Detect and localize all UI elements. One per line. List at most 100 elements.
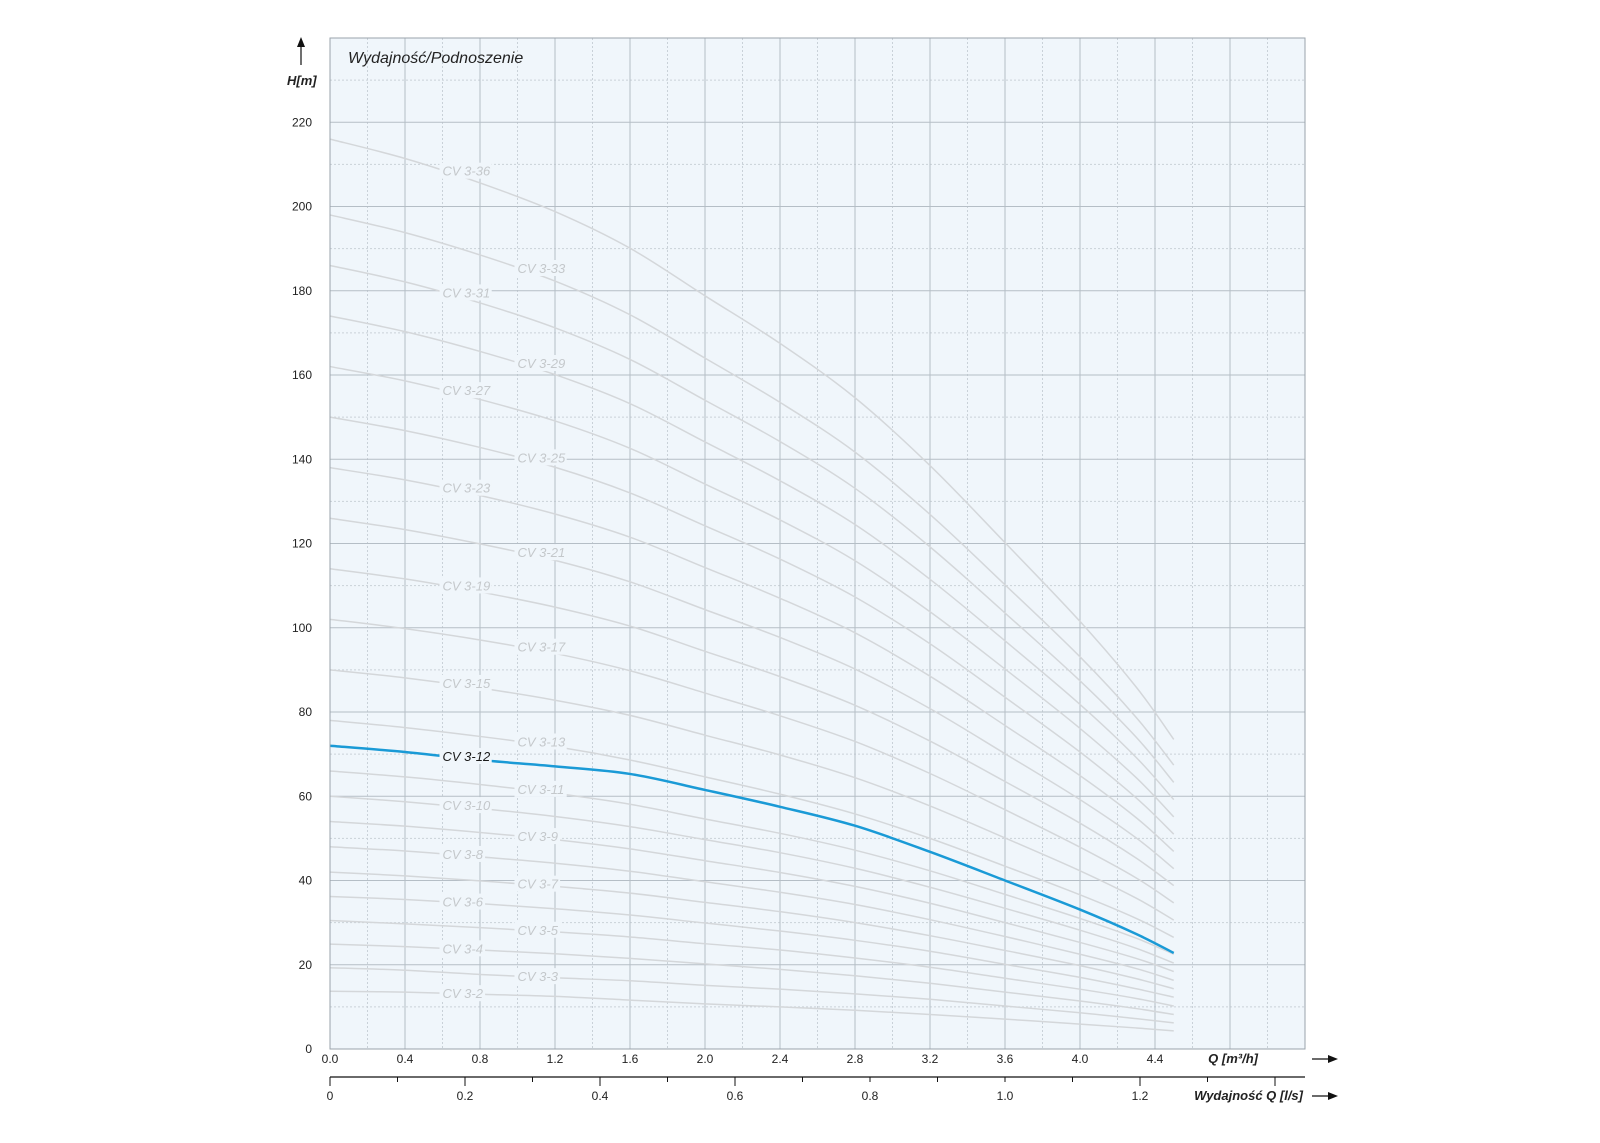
- curve-cv-3-3: [329, 966, 1174, 1024]
- curve-label-background: [439, 940, 486, 957]
- curve-label: CV 3-25: [518, 450, 566, 465]
- curve-label: CV 3-3: [518, 969, 559, 984]
- curve-cv-3-7: [329, 871, 1174, 990]
- y-tick-label: 100: [292, 621, 312, 635]
- curve-label: CV 3-36: [443, 164, 491, 179]
- curve-label-background: [439, 162, 492, 179]
- x-axis-label: Q [m³/h]: [1208, 1051, 1258, 1066]
- curve-label-background: [439, 674, 492, 691]
- y-tick-label: 20: [299, 958, 313, 972]
- x-tick-label: 3.6: [997, 1052, 1014, 1066]
- secondary-x-tick-label: 0.8: [862, 1089, 879, 1103]
- x-tick-label: 2.8: [847, 1052, 864, 1066]
- curve-label-background: [439, 577, 492, 594]
- y-axis: 0 20 40 60 80 100 120 140 160 180 200 220: [292, 115, 312, 1056]
- curve-label: CV 3-17: [518, 640, 566, 655]
- curve-label: CV 3-8: [443, 847, 484, 862]
- x-tick-label: 1.6: [622, 1052, 639, 1066]
- curve-cv-3-36: [329, 138, 1175, 740]
- secondary-x-axis-arrow-icon: [1312, 1092, 1338, 1100]
- secondary-x-tick-label: 1.2: [1132, 1089, 1149, 1103]
- curve-cv-3-9: [329, 820, 1174, 973]
- chart-title: Wydajność/Podnoszenie: [348, 50, 523, 67]
- x-tick-label: 2.4: [772, 1052, 789, 1066]
- x-tick-label: 1.2: [547, 1052, 564, 1066]
- curve-label: CV 3-19: [443, 578, 491, 593]
- curve-label-background: [514, 544, 567, 561]
- curve-cv-3-33: [329, 214, 1175, 766]
- y-tick-label: 200: [292, 200, 312, 214]
- curve-label-background: [439, 893, 486, 910]
- curve-label: CV 3-9: [518, 829, 558, 844]
- curve-label: CV 3-11: [518, 782, 565, 797]
- curve-label: CV 3-27: [443, 383, 491, 398]
- y-tick-label: 140: [292, 452, 312, 466]
- curve-label: CV 3-31: [443, 285, 491, 300]
- y-tick-label: 160: [292, 368, 312, 382]
- x-tick-label: 0.8: [472, 1052, 489, 1066]
- x-tick-label: 4.4: [1147, 1052, 1164, 1066]
- y-tick-label: 220: [292, 115, 312, 129]
- curve-cv-3-25: [329, 416, 1175, 835]
- curve-label-background: [514, 260, 567, 277]
- curve-label: CV 3-6: [443, 895, 484, 910]
- curve-label-background: [439, 748, 492, 765]
- y-axis-arrow-icon: [297, 37, 305, 65]
- curve-label: CV 3-7: [518, 877, 559, 892]
- y-axis-label: H[m]: [287, 73, 317, 88]
- curve-label-background: [514, 780, 567, 797]
- curve-label-background: [514, 875, 561, 892]
- curve-cv-3-13: [329, 719, 1175, 939]
- curve-label: CV 3-29: [518, 356, 566, 371]
- curve-cv-3-29: [329, 315, 1175, 801]
- x-tick-label: 0.0: [322, 1052, 339, 1066]
- secondary-x-tick-label: 0.2: [457, 1089, 474, 1103]
- curve-cv-3-5: [329, 919, 1174, 1007]
- y-tick-label: 80: [299, 705, 313, 719]
- curve-label-background: [439, 985, 486, 1002]
- curve-label: CV 3-12: [443, 749, 491, 764]
- secondary-x-tick-label: 0.6: [727, 1089, 744, 1103]
- curve-label-background: [439, 797, 492, 814]
- curve-cv-3-17: [329, 618, 1175, 904]
- y-tick-label: 0: [305, 1042, 312, 1056]
- y-tick-label: 180: [292, 284, 312, 298]
- y-tick-label: 60: [299, 789, 313, 803]
- curve-label-background: [514, 449, 567, 466]
- curve-label: CV 3-15: [443, 676, 491, 691]
- curve-label: CV 3-4: [443, 941, 483, 956]
- curve-label-background: [514, 638, 567, 655]
- curve-label-background: [439, 845, 486, 862]
- curve-label-background: [514, 921, 561, 938]
- curve-label: CV 3-5: [518, 923, 559, 938]
- curve-label: CV 3-13: [518, 734, 566, 749]
- curve-label: CV 3-21: [518, 545, 566, 560]
- curve-label-background: [439, 382, 492, 399]
- curve-label-background: [439, 284, 492, 301]
- x-axis-arrow-icon: [1312, 1055, 1338, 1063]
- curve-cv-3-31: [329, 264, 1175, 783]
- curve-cv-3-27: [329, 365, 1175, 818]
- y-tick-label: 40: [299, 874, 313, 888]
- curve-label-background: [514, 733, 567, 750]
- secondary-x-tick-label: 1.0: [997, 1089, 1014, 1103]
- x-tick-label: 3.2: [922, 1052, 939, 1066]
- y-tick-label: 120: [292, 537, 312, 551]
- curve-label-background: [439, 479, 492, 496]
- curve-label: CV 3-23: [443, 481, 491, 496]
- secondary-x-tick-label: 0: [327, 1089, 334, 1103]
- secondary-x-axis-label: Wydajność Q [l/s]: [1194, 1088, 1304, 1103]
- curve-label: CV 3-33: [518, 261, 566, 276]
- curve-labels: CV 3-2 CV 3-3 CV 3-4 CV 3-5 CV 3-6 CV 3-7 CV 3…: [439, 162, 567, 1002]
- curve-label-background: [514, 968, 561, 985]
- x-tick-label: 2.0: [697, 1052, 714, 1066]
- curve-label: CV 3-2: [443, 986, 484, 1001]
- curve-cv-3-21: [329, 517, 1175, 870]
- x-tick-label: 4.0: [1072, 1052, 1089, 1066]
- plot-frame: [329, 37, 1306, 1050]
- curve-label-background: [514, 354, 567, 371]
- secondary-x-tick-label: 0.4: [592, 1089, 609, 1103]
- secondary-x-axis: 0 0.2 0.4 0.6 0.8 1.0 1.2: [327, 1076, 1305, 1103]
- x-tick-label: 0.4: [397, 1052, 414, 1066]
